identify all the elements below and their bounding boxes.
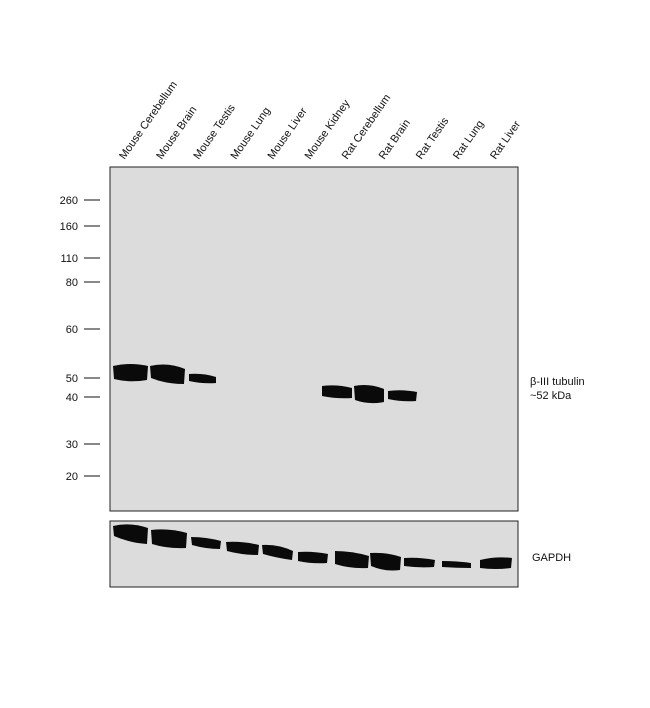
band [113, 364, 148, 382]
band [370, 552, 401, 571]
marker-label: 40 [66, 392, 78, 404]
loading-control-bands [113, 524, 512, 571]
band [191, 537, 221, 549]
marker-label: 60 [66, 324, 78, 336]
marker-label: 20 [66, 471, 78, 483]
marker-label: 110 [60, 253, 78, 265]
band [335, 551, 369, 569]
target-name: β-III tubulin [530, 376, 585, 388]
band [354, 385, 384, 404]
band [404, 557, 435, 568]
band [150, 364, 185, 384]
loading-control-name: GAPDH [532, 552, 571, 564]
marker-ladder: 260 160 110 80 60 50 40 30 20 [60, 195, 100, 483]
band [442, 561, 471, 568]
target-size: ~52 kDa [530, 390, 572, 402]
band [113, 524, 148, 544]
main-blot [109, 166, 519, 512]
band [298, 551, 328, 564]
band [151, 529, 187, 549]
band [322, 385, 352, 399]
band [189, 373, 216, 384]
band [226, 541, 259, 555]
band [480, 557, 512, 569]
band [388, 390, 417, 402]
marker-label: 160 [60, 221, 78, 233]
marker-label: 30 [66, 439, 78, 451]
band [262, 544, 293, 560]
marker-label: 260 [60, 195, 78, 207]
main-blot-bands [113, 364, 417, 404]
marker-label: 80 [66, 277, 78, 289]
marker-label: 50 [66, 373, 78, 385]
